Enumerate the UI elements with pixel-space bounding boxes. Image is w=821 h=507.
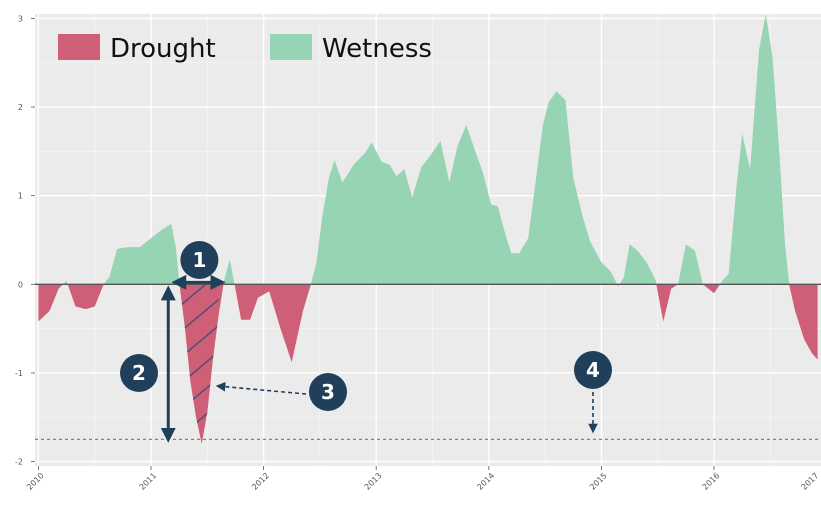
legend-swatch-drought: [58, 34, 100, 60]
annotation-severity-arrow: [215, 381, 307, 395]
x-tick-label: 2012: [250, 471, 271, 492]
annotation-marker-3: [309, 373, 347, 411]
annotation-marker-label: 1: [192, 248, 206, 272]
annotation-marker-label: 2: [132, 361, 146, 385]
x-axis-ticks: 2010 2011 2012 2013 2014 2015 2016 2017: [25, 466, 821, 492]
series-area-wetness: [38, 14, 818, 285]
legend: Drought Wetness: [58, 34, 432, 64]
x-tick-label: 2014: [475, 471, 496, 492]
drought-hatch-pattern: [180, 284, 219, 444]
annotation-marker-1: [180, 241, 219, 279]
x-tick-label: 2010: [25, 471, 46, 492]
annotation-marker-label: 3: [321, 380, 335, 404]
legend-label-wetness: Wetness: [322, 34, 432, 64]
y-tick-label: 2: [18, 103, 23, 112]
x-tick-label: 2017: [800, 471, 821, 492]
legend-swatch-wetness: [270, 34, 312, 60]
y-tick-label: 3: [18, 14, 23, 23]
x-tick-label: 2013: [363, 471, 384, 492]
annotations: 1 2 3 4: [120, 241, 612, 443]
y-tick-label: 1: [18, 192, 23, 201]
y-axis-ticks: 3 2 1 0 -1 -2: [15, 14, 35, 467]
x-tick-label: 2015: [588, 471, 609, 492]
x-tick-label: 2011: [138, 471, 159, 492]
legend-label-drought: Drought: [110, 34, 216, 64]
annotation-marker-label: 4: [586, 358, 600, 382]
x-tick-label: 2016: [701, 471, 722, 492]
annotation-marker-4: [574, 351, 612, 389]
y-tick-label: 0: [18, 280, 23, 289]
y-tick-label: -1: [15, 369, 23, 378]
annotation-marker-2: [120, 354, 158, 392]
y-tick-label: -2: [15, 458, 23, 467]
